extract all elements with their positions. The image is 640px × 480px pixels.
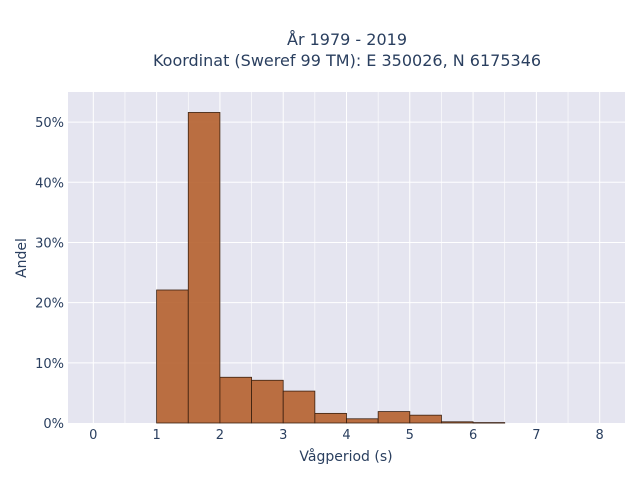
y-axis-title: Andel: [14, 238, 30, 278]
grid-layer: [68, 92, 625, 423]
x-tick-label: 2: [216, 428, 224, 443]
y-tick-label: 10%: [35, 357, 64, 372]
x-tick-label: 1: [152, 428, 160, 443]
histogram-bar: [377, 411, 411, 424]
bar-layer: [156, 112, 506, 424]
x-tick-label: 3: [279, 428, 287, 443]
histogram-bar: [409, 414, 442, 424]
chart-title-line1: År 1979 - 2019: [287, 30, 407, 49]
histogram-bar: [346, 418, 379, 424]
x-tick-label: 8: [596, 428, 604, 443]
chart-title-line2: Koordinat (Sweref 99 TM): E 350026, N 61…: [153, 51, 541, 70]
x-tick-label: 7: [532, 428, 540, 443]
histogram-bar: [472, 422, 506, 424]
y-tick-label: 0%: [43, 417, 64, 432]
y-tick-label: 30%: [35, 236, 64, 251]
histogram-bar: [187, 112, 221, 424]
tick-label-layer: 0 1 2 3 4 5 6 7 8 0% 10% 20% 30% 40% 50%: [35, 116, 604, 443]
histogram-bar: [441, 421, 474, 424]
x-tick-label: 5: [406, 428, 414, 443]
x-axis-title: Vågperiod (s): [299, 448, 392, 465]
x-tick-label: 6: [469, 428, 477, 443]
histogram-bar: [251, 379, 284, 424]
x-tick-label: 0: [89, 428, 97, 443]
histogram-bar: [282, 390, 316, 424]
y-tick-label: 40%: [35, 176, 64, 191]
y-tick-label: 20%: [35, 297, 64, 312]
histogram-bar: [156, 289, 189, 424]
y-tick-label: 50%: [35, 116, 64, 131]
histogram-bar: [219, 376, 252, 424]
histogram-bar: [314, 412, 347, 424]
x-tick-label: 4: [342, 428, 350, 443]
